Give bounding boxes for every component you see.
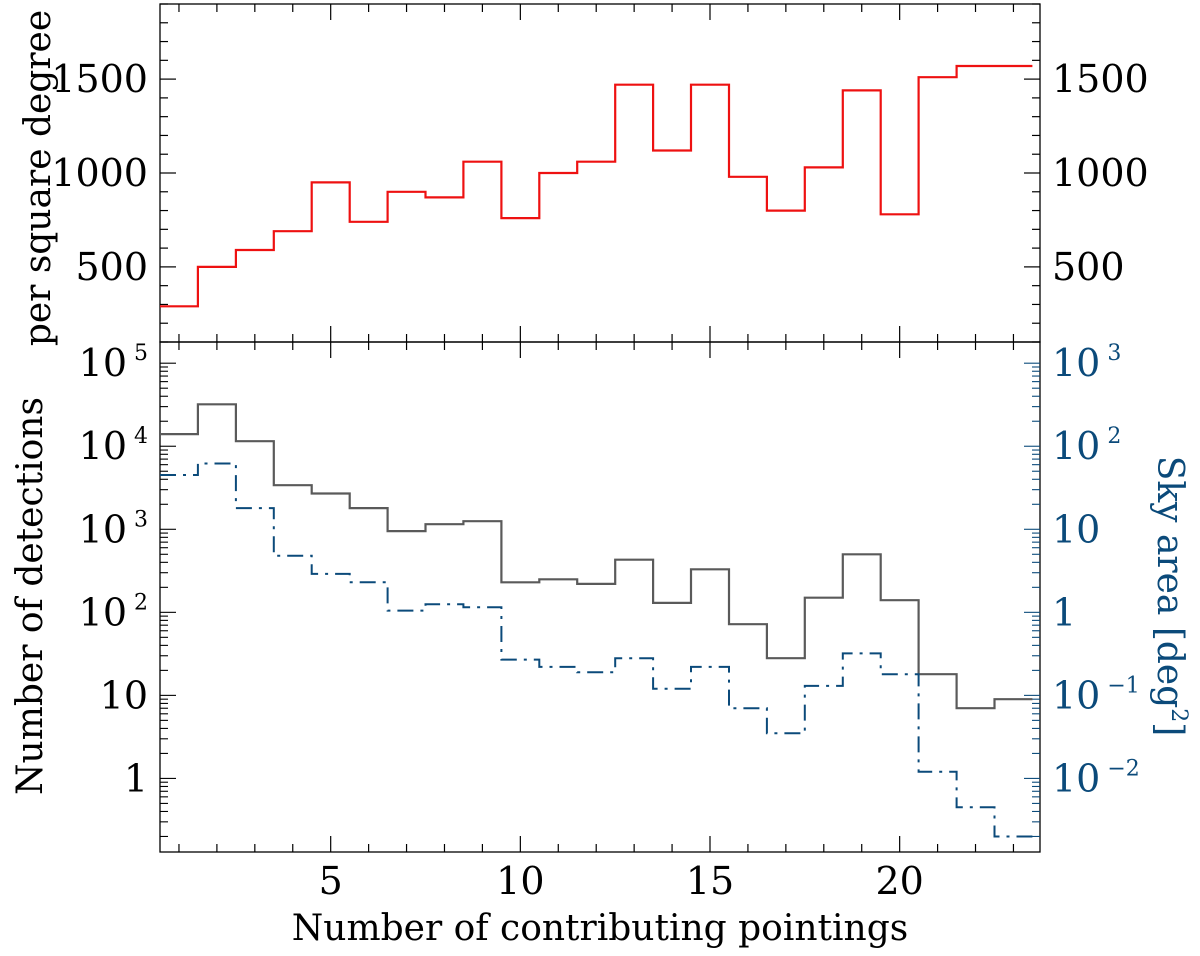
bottom-y-tick-label: 10 xyxy=(100,673,148,717)
bottom-y2-tick-label: 10 xyxy=(1052,507,1100,551)
x-tick-label: 5 xyxy=(319,859,343,903)
x-tick-label: 20 xyxy=(875,859,923,903)
bottom-y-tick-label-exponent: 2 xyxy=(127,590,148,615)
bottom-y-tick-label-base: 10 xyxy=(79,507,127,551)
bottom-y2-tick-label-exponent: 2 xyxy=(1100,424,1121,449)
sky-area-label-sup: 2 xyxy=(1166,708,1191,722)
bottom-y-tick-label: 10 5 xyxy=(79,341,148,385)
bottom-y-tick-label: 10 2 xyxy=(79,590,148,634)
sky-area-label-end: ] xyxy=(1149,722,1190,736)
bottom-y2-tick-label-exponent: −2 xyxy=(1100,756,1139,781)
detections-step-line xyxy=(160,403,1033,710)
top-y2-tick-label: 1500 xyxy=(1052,57,1149,101)
sky-area-label-main: Sky area [deg xyxy=(1149,456,1190,709)
bottom-y2-tick-label-base: 10 xyxy=(1052,341,1100,385)
top-panel: 500 500 1000 1000 1500 1500 xyxy=(51,3,1149,343)
bottom-y2-tick-label-exponent: 3 xyxy=(1100,341,1121,366)
top-y2-tick-label: 1000 xyxy=(1052,151,1149,195)
top-y2-tick-label: 500 xyxy=(1052,245,1125,289)
bottom-y2-tick-label-base: 10 xyxy=(1052,424,1100,468)
bottom-y2-tick-label-base: 10 xyxy=(1052,507,1100,551)
bottom-y2-tick-label-exponent: −1 xyxy=(1100,673,1139,698)
bottom-y2-tick-label-base: 1 xyxy=(1052,590,1076,634)
top-y-axis-label: per square degree xyxy=(18,10,59,346)
bottom-y2-tick-label: 10 −1 xyxy=(1052,673,1140,717)
bottom-y2-tick-label: 10 3 xyxy=(1052,341,1121,385)
bottom-y-tick-label: 10 4 xyxy=(79,424,148,468)
top-y-tick-label: 1500 xyxy=(51,57,148,101)
bottom-y-tick-label: 10 3 xyxy=(79,507,148,551)
bottom-y2-tick-label: 1 xyxy=(1052,590,1076,634)
top-y-tick-label: 1000 xyxy=(51,151,148,195)
bottom-y-axis-label: Number of detections xyxy=(10,397,51,795)
bottom-y-tick-label-base: 10 xyxy=(100,673,148,717)
top-y-tick-label: 500 xyxy=(75,245,148,289)
bottom-y-tick-label: 1 xyxy=(124,756,148,800)
density-step-line xyxy=(160,64,1033,308)
bottom-y2-axis-label: Sky area [deg2] xyxy=(1149,456,1191,737)
top-plot-frame xyxy=(159,3,1041,343)
bottom-y-tick-label-base: 10 xyxy=(79,341,127,385)
x-axis-label: Number of contributing pointings xyxy=(292,908,908,949)
bottom-y2-tick-label: 10 −2 xyxy=(1052,756,1140,800)
bottom-y-tick-label-base: 1 xyxy=(124,756,148,800)
bottom-y-tick-label-base: 10 xyxy=(79,424,127,468)
x-tick-label: 15 xyxy=(686,859,734,903)
sky-area-step-line xyxy=(160,462,1033,838)
bottom-y2-tick-label-base: 10 xyxy=(1052,673,1100,717)
bottom-y-tick-label-base: 10 xyxy=(79,590,127,634)
bottom-y-tick-label-exponent: 3 xyxy=(127,507,148,532)
bottom-y-tick-label-exponent: 5 xyxy=(127,341,148,366)
bottom-y-tick-label-exponent: 4 xyxy=(127,424,148,449)
bottom-y2-tick-label: 10 2 xyxy=(1052,424,1121,468)
bottom-y2-tick-label-base: 10 xyxy=(1052,756,1100,800)
bottom-plot-frame xyxy=(159,341,1041,853)
x-tick-label: 10 xyxy=(496,859,544,903)
